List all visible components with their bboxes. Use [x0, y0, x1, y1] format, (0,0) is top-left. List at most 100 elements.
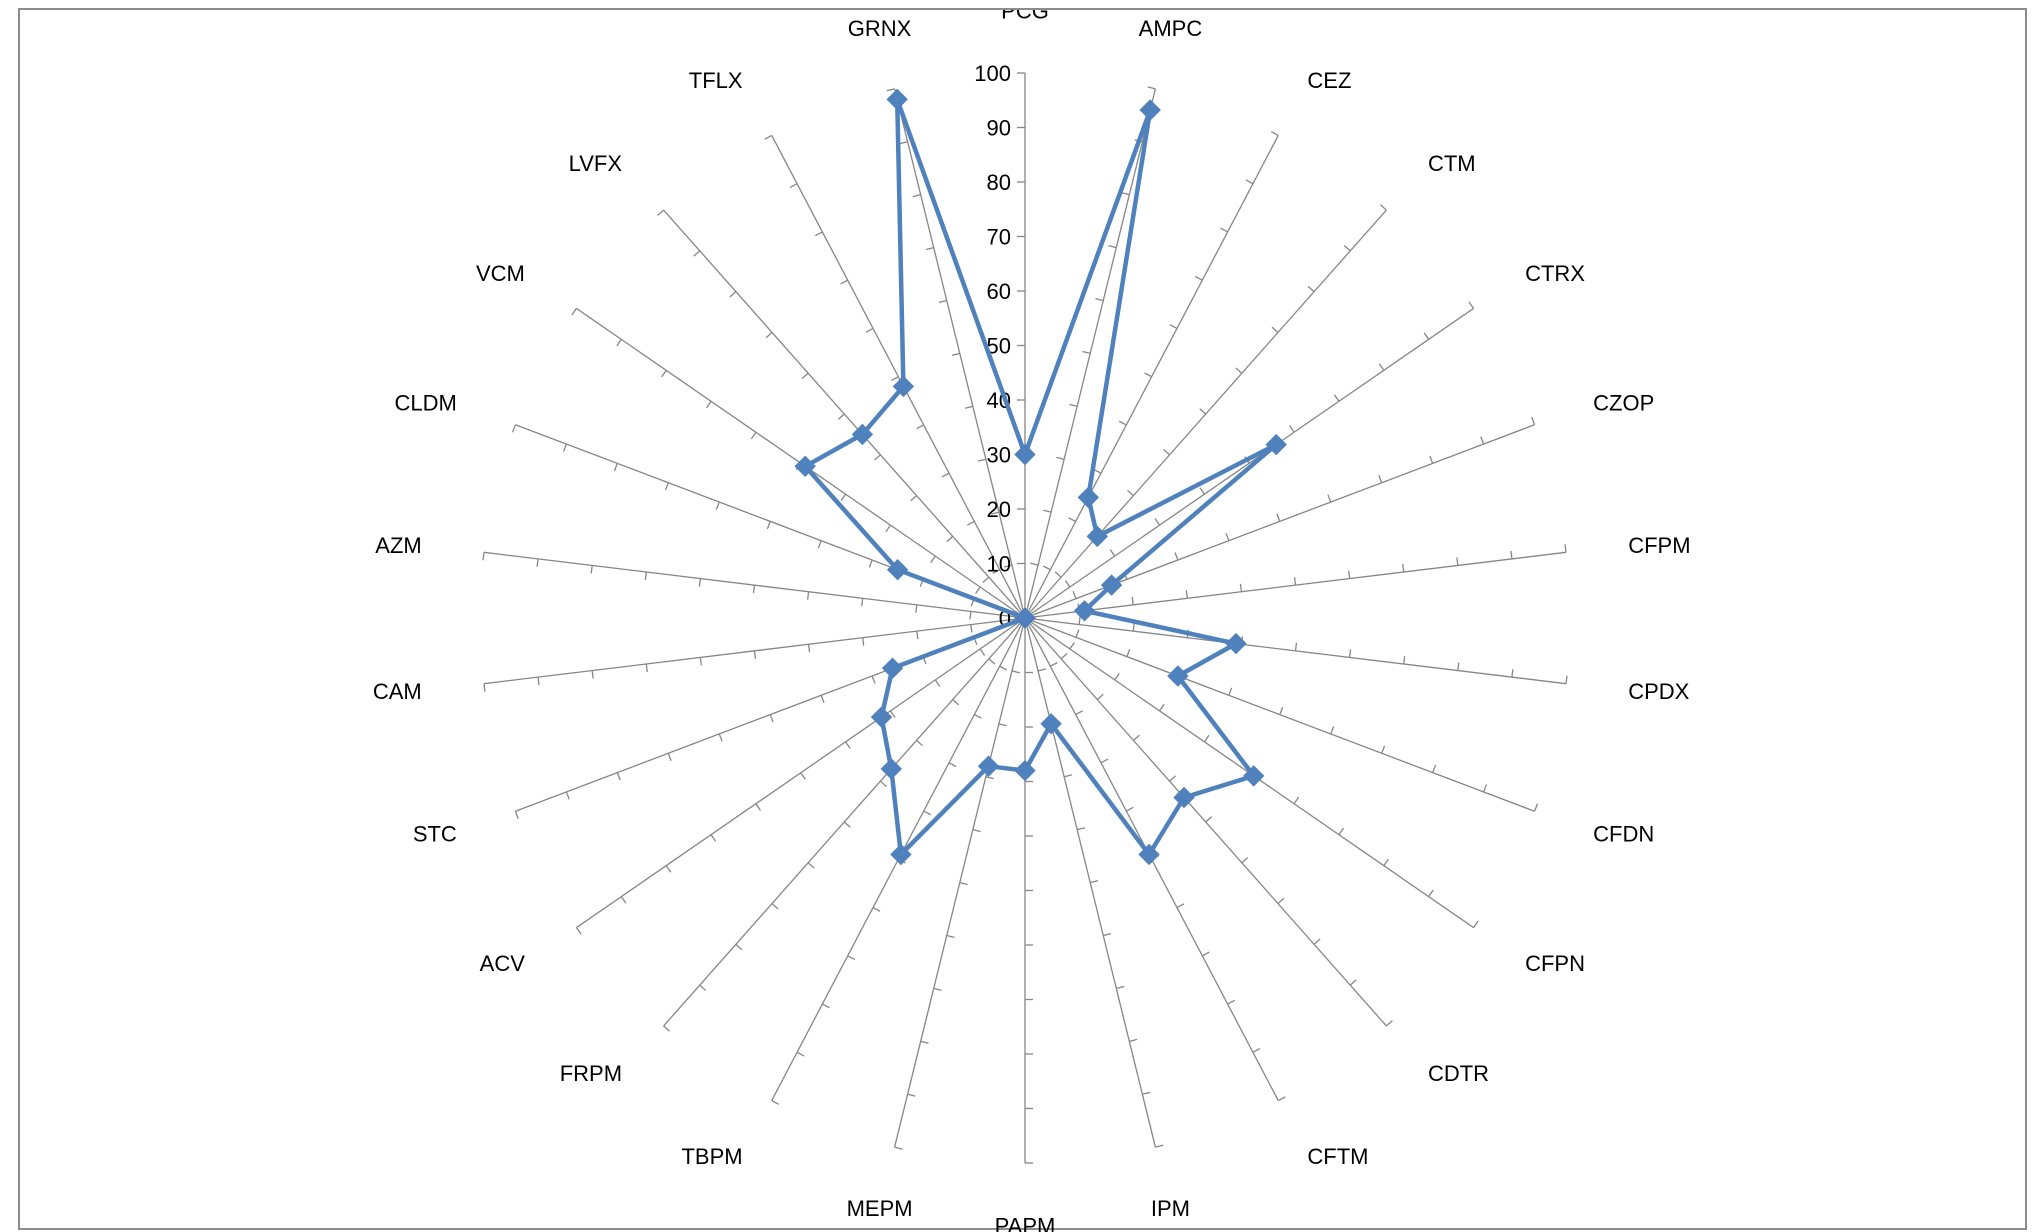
axis-tick-mark: [536, 558, 539, 567]
axis-tick-mark: [699, 657, 702, 666]
axis-tick-mark: [1533, 803, 1539, 812]
axis-tick-mark: [1132, 734, 1140, 741]
axis-tick-mark: [1225, 532, 1230, 541]
axis-tick-mark: [1564, 544, 1567, 553]
tick-label-60: 60: [987, 279, 1011, 304]
axis-tick-mark: [1068, 517, 1076, 523]
axis-tick-mark: [590, 565, 593, 574]
data-point-pcg: [1014, 443, 1036, 466]
axis-tick-mark: [645, 663, 648, 673]
axis-tick-mark: [699, 984, 707, 991]
axis-tick-mark: [1294, 642, 1298, 651]
axis-tick-mark: [916, 631, 919, 640]
axis-tick-mark: [966, 520, 975, 526]
axis-tick-mark: [889, 710, 896, 718]
axis-tick-mark: [1378, 363, 1385, 371]
category-label-cam: CAM: [373, 679, 422, 704]
axis-tick-mark: [820, 695, 825, 704]
axis-tick-mark: [959, 881, 968, 886]
axis-tick-mark: [977, 458, 987, 462]
axis-tick-mark: [1127, 489, 1134, 497]
axis-tick-mark: [537, 677, 540, 686]
axis-tick-mark: [771, 1099, 780, 1105]
category-label-ctrx: CTRX: [1525, 261, 1585, 286]
axis-tick-mark: [874, 454, 881, 461]
axis-tick-mark: [616, 772, 621, 781]
category-label-cfpm: CFPM: [1628, 533, 1690, 558]
axis-tick-mark: [665, 865, 672, 873]
axis-tick-mark: [1077, 827, 1086, 831]
axis-tick-mark: [970, 624, 973, 633]
axis-tick-mark: [1511, 669, 1514, 678]
axis-tick-mark: [934, 679, 941, 687]
axis-tick-mark: [1252, 1048, 1261, 1053]
axis-tick-mark: [620, 896, 627, 904]
axis-tick-mark: [616, 338, 622, 347]
axis-tick-mark: [565, 791, 570, 800]
axis-tick-mark: [1565, 675, 1568, 684]
category-label-pcg: PCG: [1001, 10, 1049, 23]
data-point-mepm: [977, 755, 1000, 777]
axis-tick-mark: [1403, 655, 1406, 665]
axis-tick-mark: [1116, 985, 1125, 990]
data-point-frpm: [880, 758, 903, 780]
category-label-cftm: CFTM: [1307, 1144, 1368, 1169]
axis-tick-mark: [657, 209, 665, 216]
data-point-cfpn: [1242, 765, 1265, 787]
axis-tick-mark: [845, 741, 851, 749]
axis-tick-mark: [1457, 662, 1460, 671]
axis-tick-mark: [1108, 245, 1117, 249]
axis-tick-mark: [1037, 668, 1046, 672]
axis-tick-mark: [766, 521, 771, 530]
axis-tick-mark: [710, 834, 717, 842]
axis-tick-mark: [988, 658, 996, 665]
axis-tick-mark: [923, 810, 932, 816]
data-point-cldm: [886, 558, 909, 581]
axis-tick-mark: [1056, 456, 1065, 460]
axis-tick-mark: [801, 372, 809, 380]
data-point-ctm: [1086, 525, 1109, 548]
axis-tick-mark: [1423, 332, 1430, 340]
axis-tick-mark: [1174, 552, 1179, 561]
axis-tick-mark: [735, 943, 743, 951]
axis-tick-mark: [575, 927, 582, 935]
axis-tick-mark: [1194, 275, 1203, 281]
axis-tick-mark: [990, 511, 1000, 515]
axis-tick-mark: [1277, 897, 1285, 905]
axis-tick-mark: [1144, 372, 1152, 378]
axis-tick-mark: [998, 723, 1007, 727]
axis-tick-mark: [1199, 408, 1207, 415]
axis-tick-mark: [1432, 764, 1437, 773]
data-point-ampc: [1139, 99, 1161, 121]
axis-tick-mark: [974, 713, 982, 719]
axis-tick-mark: [1348, 570, 1351, 579]
axis-tick-mark: [644, 571, 647, 581]
axis-tick-mark: [982, 576, 990, 583]
axis-tick-mark: [1483, 784, 1488, 793]
data-point-cftm: [1138, 843, 1160, 866]
axis-tick-mark: [1307, 285, 1315, 293]
axis-tick-mark: [1118, 420, 1127, 426]
data-point-azm: [1014, 607, 1036, 629]
axis-tick-mark: [910, 495, 918, 502]
axis-tick-mark: [964, 405, 973, 409]
axis-tick-mark: [946, 535, 954, 543]
axis-tick-mark: [1095, 297, 1104, 302]
axis-tick-mark: [1155, 1144, 1164, 1148]
axis-tick-mark: [693, 250, 701, 257]
data-point-lvfx: [851, 423, 874, 446]
axis-tick-mark: [1480, 436, 1485, 445]
chart-area: 0 10 20 30 40 50 60 70 80 90 100 PCG AMPC CEZ CTM CTRX…: [18, 8, 2027, 1232]
axis-tick-mark: [1429, 455, 1434, 464]
axis-tick-mark: [1093, 468, 1102, 474]
axis-tick-mark: [1228, 687, 1233, 696]
axis-tick-mark: [1075, 629, 1080, 638]
axis-tick-mark: [511, 424, 517, 433]
axis-tick-mark: [886, 88, 895, 92]
axis-tick-mark: [1313, 938, 1321, 945]
axis-tick-mark: [847, 955, 856, 961]
axis-tick-mark: [800, 772, 806, 780]
axis-tick-mark: [1126, 806, 1134, 812]
